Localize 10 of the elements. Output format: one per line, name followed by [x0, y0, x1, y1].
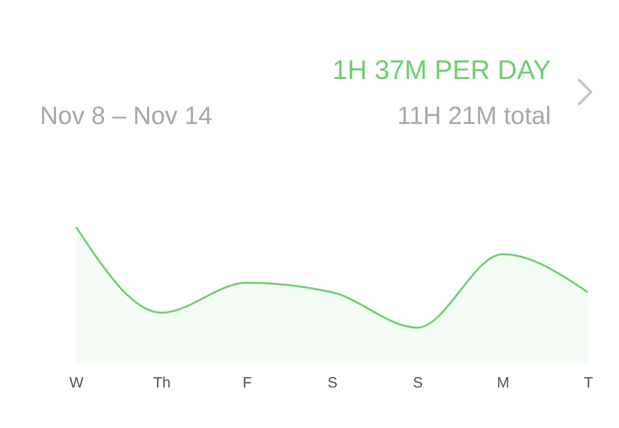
text: 1H 37M PER DAY [332, 55, 551, 86]
x-tick-label: Th [153, 374, 171, 392]
x-tick-label: S [412, 374, 423, 392]
x-tick-label: F [242, 374, 252, 392]
x-tick-label: T [584, 374, 594, 392]
x-tick-label: M [496, 374, 510, 392]
text: 11H 21M total [397, 102, 551, 131]
x-tick-label: W [69, 374, 84, 392]
chart-subtitle: Nov 8 – Nov 14 [40, 102, 212, 131]
x-tick-label: S [327, 374, 338, 392]
